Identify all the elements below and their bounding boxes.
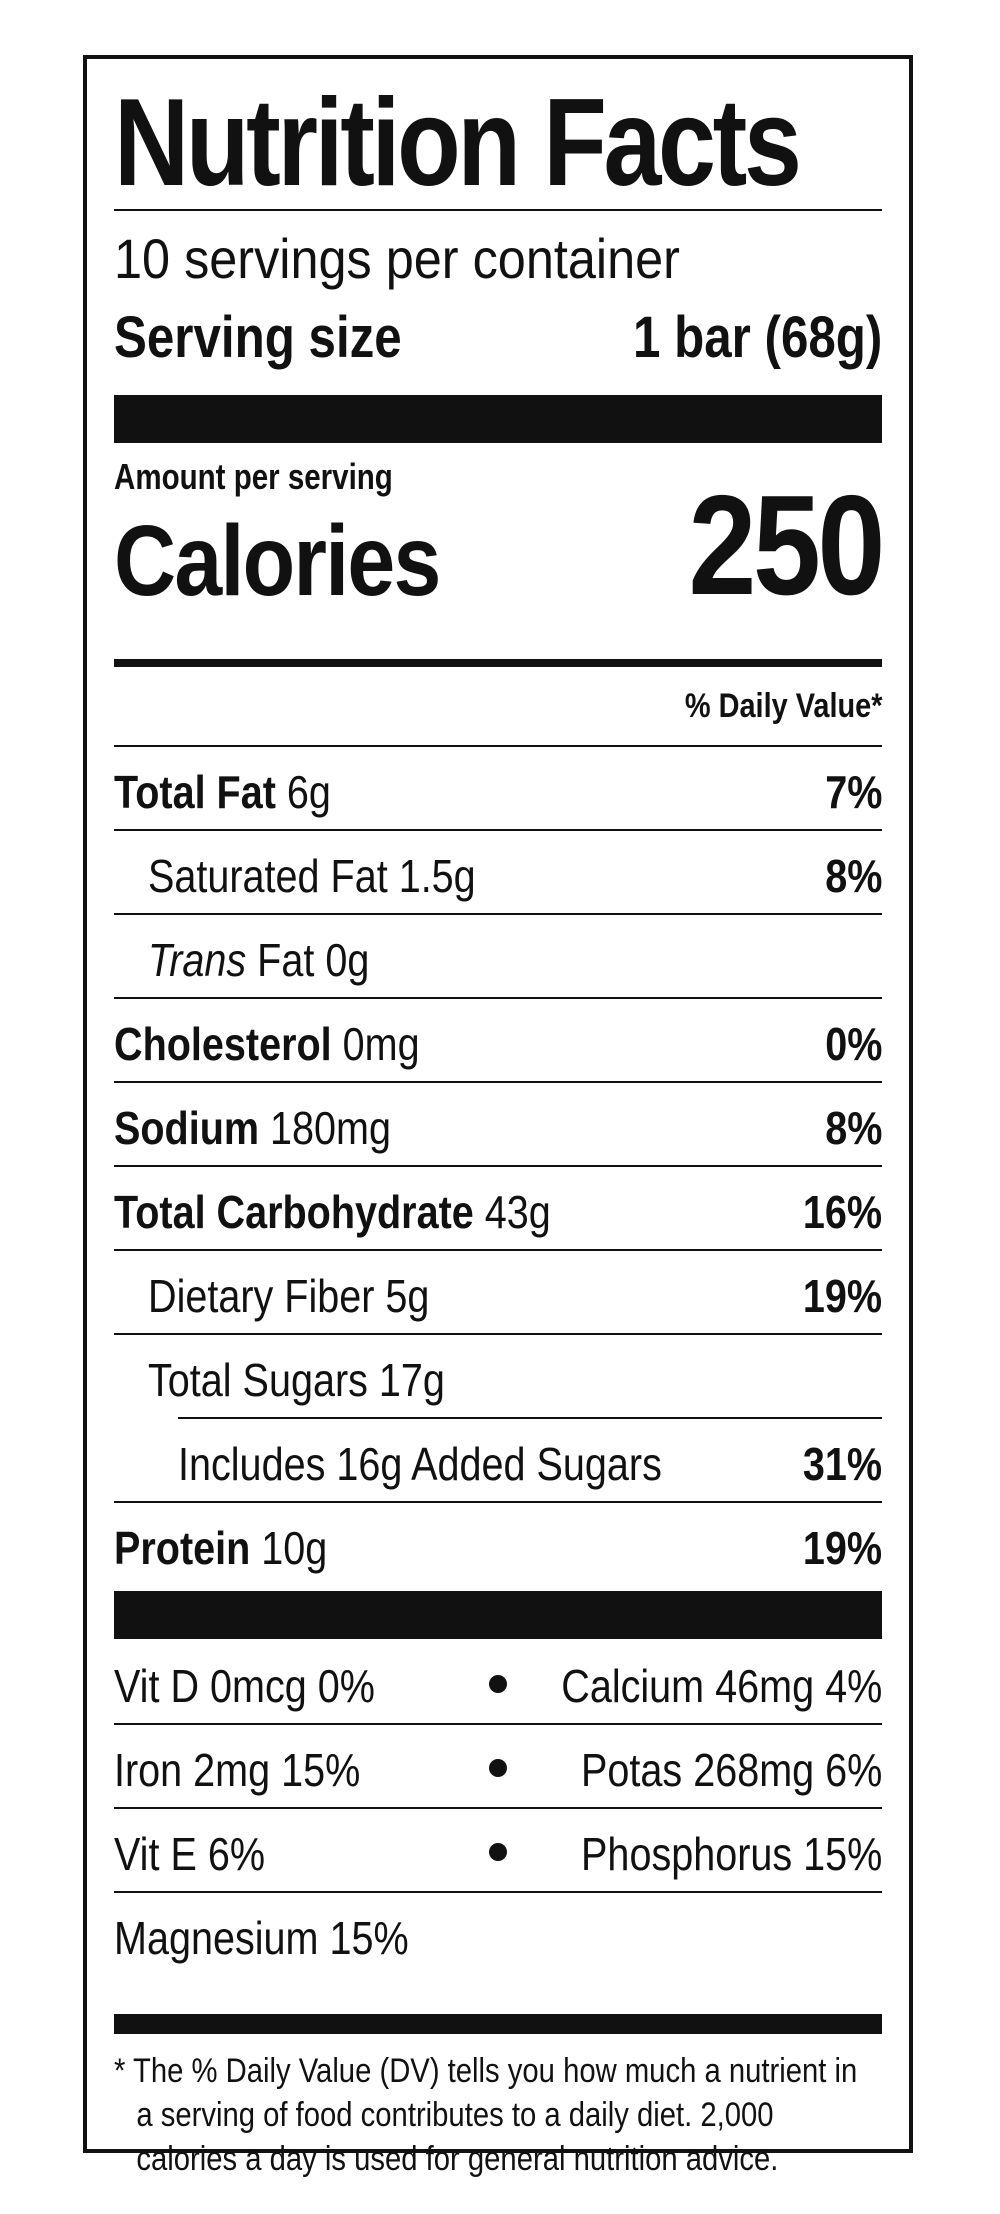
nutrient-amount: 0mg — [342, 1018, 420, 1070]
divider — [114, 745, 882, 747]
divider — [114, 1891, 882, 1893]
nutrient-row-total-fat: Total Fat 6g 7% — [114, 747, 882, 829]
nutrient-row-sodium: Sodium 180mg 8% — [114, 1083, 882, 1165]
nutrient-name: Sodium — [114, 1102, 260, 1154]
thick-divider — [114, 1591, 882, 1639]
bullet-icon — [489, 1675, 507, 1693]
nutrient-amount: 5g — [385, 1270, 430, 1322]
servings-per-container: 10 servings per container — [114, 227, 680, 290]
nutrient-dv: 0% — [824, 1018, 882, 1070]
nutrient-amount: 180mg — [270, 1102, 392, 1154]
nutrient-amount: 6g — [286, 766, 331, 818]
nutrient-name: Total Carbohydrate — [114, 1186, 474, 1238]
nutrient-dv: 19% — [802, 1270, 882, 1322]
nutrient-label: Total Sugars 17g — [148, 1357, 445, 1403]
footnote: * The % Daily Value (DV) tells you how m… — [114, 2049, 858, 2181]
footnote-line: a serving of food contributes to a daily… — [136, 2096, 774, 2134]
bullet-icon — [489, 1759, 507, 1777]
divider — [114, 1723, 882, 1725]
nutrient-name: Dietary Fiber — [148, 1270, 375, 1322]
nutrient-amount: 10g — [261, 1522, 328, 1574]
vitamin-left: Magnesium 15% — [114, 1912, 409, 1964]
amount-per-serving: Amount per serving — [114, 456, 393, 497]
nutrient-amount: 17g — [378, 1354, 445, 1406]
nutrient-amount: 0g — [325, 934, 370, 986]
vitamin-row: Magnesium 15% — [114, 1893, 882, 1977]
nutrient-row-cholesterol: Cholesterol 0mg 0% — [114, 999, 882, 1081]
nutrient-label: Sodium 180mg — [114, 1105, 391, 1151]
nutrient-name-suffix: Fat — [257, 934, 315, 986]
divider — [114, 997, 882, 999]
serving-size-value: 1 bar (68g) — [632, 305, 882, 370]
vitamin-row: Vit D 0mcg 0% Calcium 46mg 4% — [114, 1641, 882, 1725]
mid-divider — [114, 659, 882, 667]
mid-divider — [114, 2014, 882, 2034]
nutrient-dv: 7% — [824, 766, 882, 818]
footnote-line: calories a day is used for general nutri… — [136, 2140, 779, 2178]
divider — [114, 1081, 882, 1083]
calories-value: 250 — [688, 466, 886, 625]
nutrient-name: Total Sugars — [148, 1354, 368, 1406]
nutrient-name: Cholesterol — [114, 1018, 332, 1070]
nutrient-row-dietary-fiber: Dietary Fiber 5g 19% — [114, 1251, 882, 1333]
vitamin-right: Phosphorus 15% — [580, 1828, 882, 1880]
nutrient-name: Total Fat — [114, 766, 276, 818]
nutrient-label: Total Carbohydrate 43g — [114, 1189, 551, 1235]
label-title: Nutrition Facts — [114, 74, 802, 212]
nutrient-label: Saturated Fat 1.5g — [148, 853, 476, 899]
nutrient-label: Includes 16g Added Sugars — [178, 1441, 662, 1487]
vitamin-right: Potas 268mg 6% — [580, 1744, 882, 1796]
divider — [114, 1249, 882, 1251]
vitamin-row: Vit E 6% Phosphorus 15% — [114, 1809, 882, 1893]
nutrient-label: Cholesterol 0mg — [114, 1021, 420, 1067]
nutrient-label: Dietary Fiber 5g — [148, 1273, 429, 1319]
nutrient-name: Saturated Fat — [148, 850, 388, 902]
nutrient-label: Protein 10g — [114, 1525, 327, 1571]
divider — [114, 1165, 882, 1167]
nutrient-name: Includes 16g Added Sugars — [178, 1438, 662, 1490]
divider — [114, 913, 882, 915]
vitamin-left: Iron 2mg 15% — [114, 1744, 361, 1796]
nutrient-amount: 43g — [484, 1186, 551, 1238]
divider — [114, 1333, 882, 1335]
calories-label: Calories — [114, 505, 441, 617]
nutrient-label: Total Fat 6g — [114, 769, 331, 815]
bullet-icon — [489, 1843, 507, 1861]
nutrient-dv: 8% — [824, 1102, 882, 1154]
divider — [114, 1501, 882, 1503]
divider — [114, 209, 882, 211]
divider — [114, 829, 882, 831]
thick-divider — [114, 395, 882, 443]
nutrient-row-total-sugars: Total Sugars 17g — [114, 1335, 882, 1417]
nutrient-row-added-sugars: Includes 16g Added Sugars 31% — [114, 1419, 882, 1501]
nutrient-amount: 1.5g — [398, 850, 476, 902]
vitamin-left: Vit E 6% — [114, 1828, 265, 1880]
divider — [114, 1807, 882, 1809]
daily-value-header: % Daily Value* — [684, 687, 882, 725]
nutrient-name: Trans — [148, 934, 247, 986]
nutrient-dv: 19% — [802, 1522, 882, 1574]
nutrient-dv: 8% — [824, 850, 882, 902]
nutrient-dv: 16% — [802, 1186, 882, 1238]
nutrient-row-saturated-fat: Saturated Fat 1.5g 8% — [114, 831, 882, 913]
nutrient-dv: 31% — [802, 1438, 882, 1490]
nutrient-name: Protein — [114, 1522, 251, 1574]
vitamin-row: Iron 2mg 15% Potas 268mg 6% — [114, 1725, 882, 1809]
divider-indented — [178, 1417, 882, 1419]
nutrient-row-trans-fat: Trans Fat 0g — [114, 915, 882, 997]
nutrition-facts-panel: Nutrition Facts 10 servings per containe… — [83, 55, 913, 2178]
nutrition-facts-inner: Nutrition Facts 10 servings per containe… — [114, 59, 886, 2178]
serving-size-label: Serving size — [114, 305, 402, 370]
nutrient-label: Trans Fat 0g — [148, 937, 369, 983]
nutrient-row-protein: Protein 10g 19% — [114, 1503, 882, 1585]
vitamin-right: Calcium 46mg 4% — [560, 1660, 882, 1712]
footnote-line: * The % Daily Value (DV) tells you how m… — [114, 2052, 858, 2090]
vitamin-left: Vit D 0mcg 0% — [114, 1660, 375, 1712]
nutrient-row-total-carbohydrate: Total Carbohydrate 43g 16% — [114, 1167, 882, 1249]
